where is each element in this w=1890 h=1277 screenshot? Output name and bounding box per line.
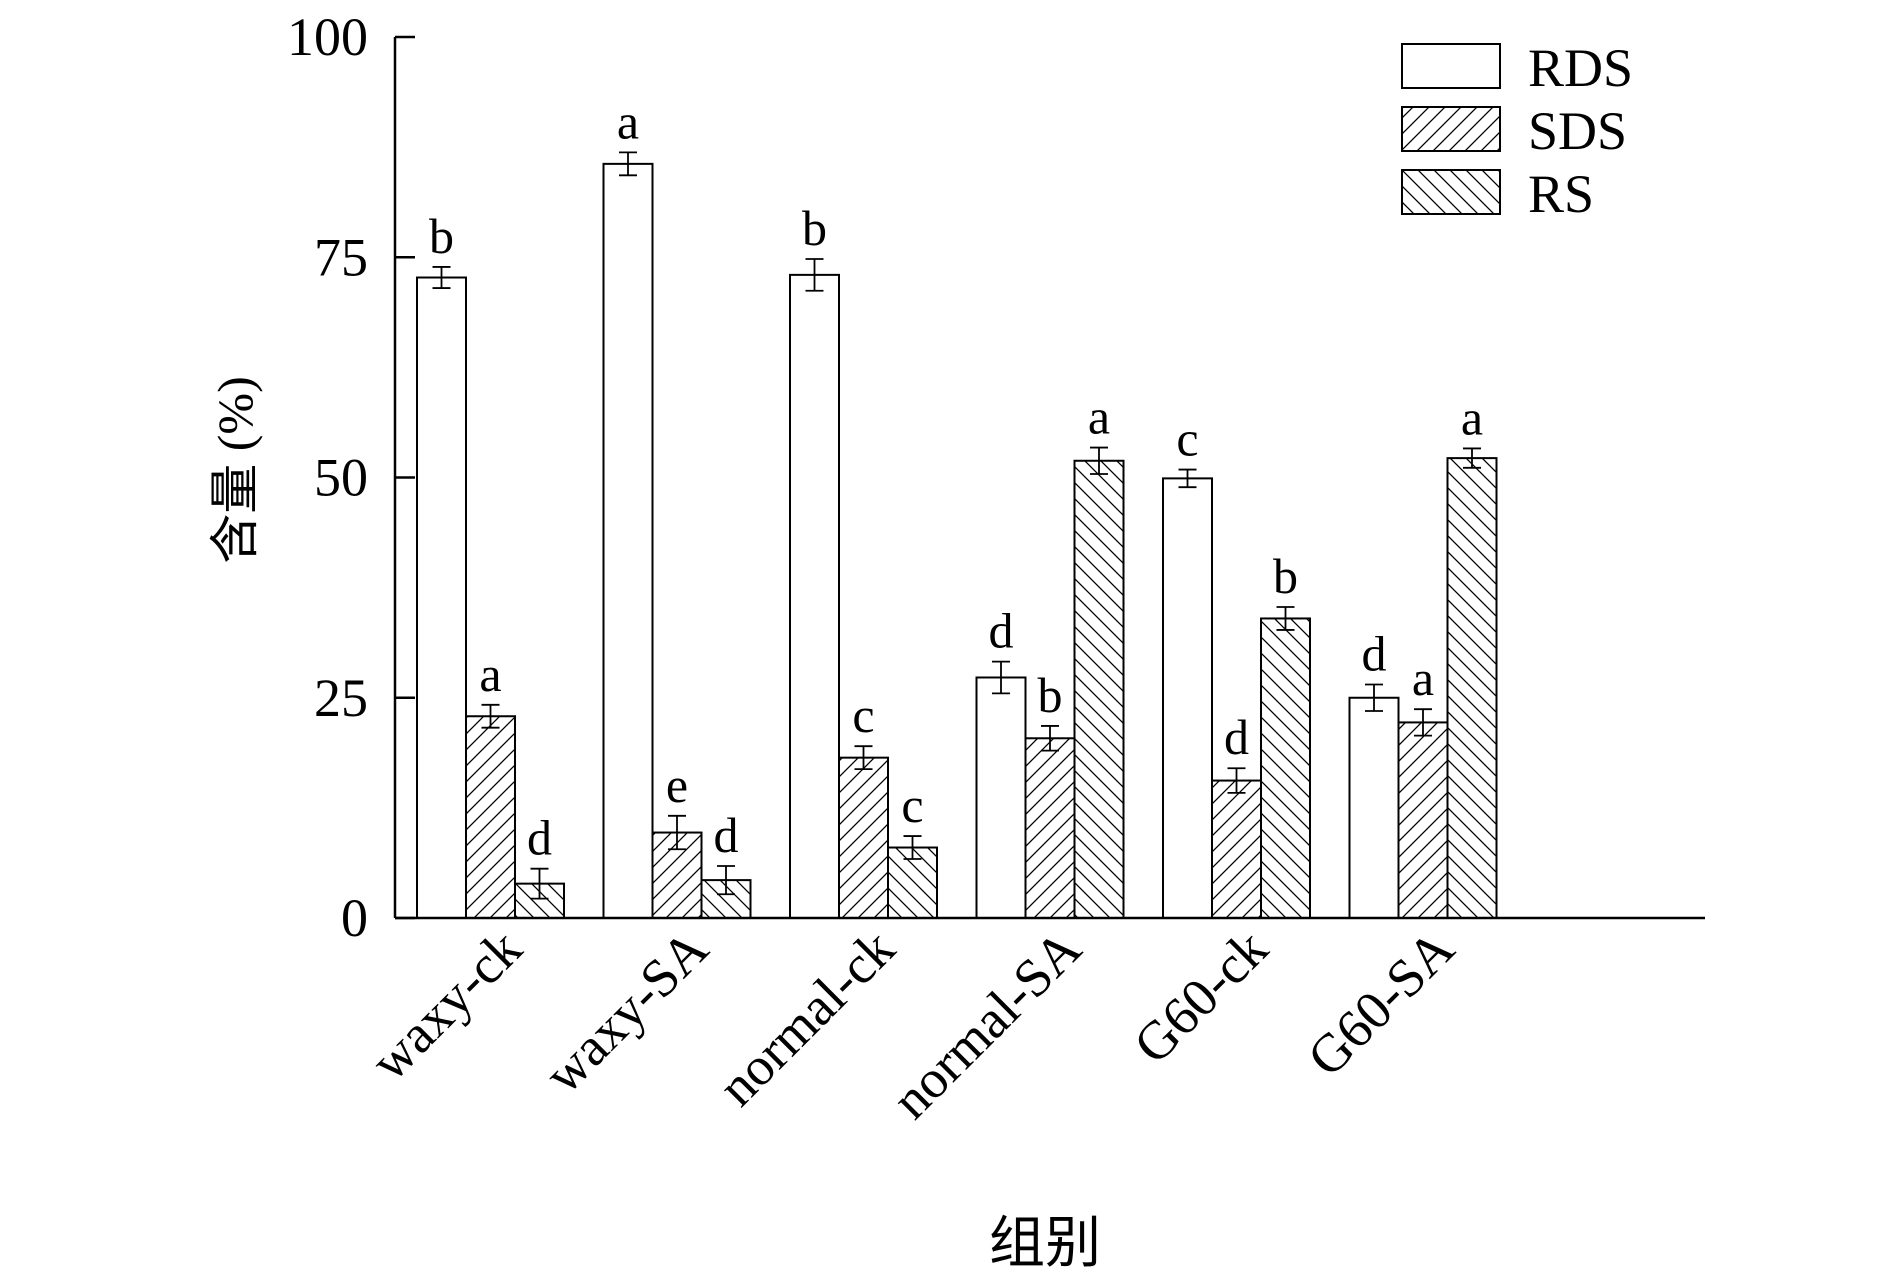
y-tick-label: 50: [314, 448, 368, 508]
significance-letter: d: [1362, 626, 1387, 682]
x-tick-label: normal-ck: [707, 918, 906, 1117]
error-bar: [619, 151, 637, 177]
significance-letter: c: [852, 687, 874, 743]
significance-letter: d: [714, 807, 739, 863]
error-bar: [668, 814, 686, 851]
bar-rs-normal-sa: [1073, 459, 1125, 919]
error-bar: [530, 867, 549, 900]
significance-letter: a: [617, 93, 639, 149]
error-bar: [992, 660, 1010, 695]
x-axis-label: 组别: [989, 1213, 1101, 1272]
x-tick-label: G60-ck: [1122, 918, 1279, 1075]
error-bar: [717, 865, 735, 896]
error-bar: [854, 745, 873, 771]
x-tick-label: waxy-ck: [359, 918, 533, 1092]
legend-label-rs: RS: [1528, 164, 1594, 224]
significance-letter: a: [479, 646, 501, 702]
significance-letter: b: [1038, 667, 1063, 723]
bar-sds-normal-sa: [1024, 737, 1076, 919]
error-bar: [903, 835, 922, 860]
error-bar: [1227, 767, 1246, 794]
significance-letter: c: [1176, 411, 1198, 467]
significance-letter: d: [527, 810, 552, 866]
y-axis-label: 含量 (%): [207, 376, 263, 563]
x-tick-label: G60-SA: [1296, 918, 1466, 1088]
significance-letter: a: [1412, 650, 1434, 706]
significance-letter: b: [1273, 548, 1298, 604]
bar-rds-normal-sa: [975, 676, 1027, 919]
y-tick-label: 0: [341, 888, 368, 948]
error-bar: [432, 266, 451, 289]
x-tick-label: normal-SA: [880, 918, 1092, 1130]
y-tick-label: 100: [287, 7, 368, 67]
legend-swatch-sds: [1401, 106, 1501, 152]
error-bar: [1365, 683, 1383, 712]
bar-rds-g60-sa: [1348, 696, 1400, 919]
bar-sds-normal-ck: [838, 756, 889, 920]
x-tick-label: waxy-SA: [533, 918, 720, 1105]
error-bar: [1178, 468, 1197, 489]
significance-letter: b: [802, 200, 827, 256]
legend-label-rds: RDS: [1528, 38, 1633, 98]
significance-letter: b: [429, 208, 454, 264]
significance-letter: d: [1224, 709, 1249, 765]
y-tick-label: 75: [314, 227, 368, 287]
significance-letter: c: [901, 777, 923, 833]
bar-rds-waxy-ck: [416, 276, 467, 919]
bar-rs-g60-sa: [1446, 457, 1498, 919]
y-tick-label: 25: [314, 668, 368, 728]
significance-letter: d: [989, 603, 1014, 659]
legend-swatch-rds: [1401, 43, 1501, 89]
significance-letter: a: [1461, 389, 1483, 445]
error-bar: [805, 258, 824, 292]
bar-rds-g60-ck: [1162, 477, 1213, 919]
bar-sds-g60-sa: [1397, 721, 1449, 920]
bar-sds-waxy-ck: [465, 715, 516, 919]
bar-rs-g60-ck: [1260, 617, 1311, 920]
error-bar: [481, 703, 500, 729]
error-bar: [1414, 708, 1432, 737]
error-bar: [1090, 446, 1108, 475]
error-bar: [1463, 447, 1481, 469]
legend-swatch-rs: [1401, 169, 1501, 215]
bar-rds-normal-ck: [789, 273, 840, 919]
error-bar: [1041, 725, 1059, 752]
significance-letter: e: [666, 757, 688, 813]
legend-label-sds: SDS: [1528, 101, 1627, 161]
bar-sds-g60-ck: [1211, 779, 1262, 920]
bar-rds-waxy-sa: [602, 162, 654, 919]
error-bar: [1276, 606, 1295, 631]
significance-letter: a: [1088, 389, 1110, 445]
